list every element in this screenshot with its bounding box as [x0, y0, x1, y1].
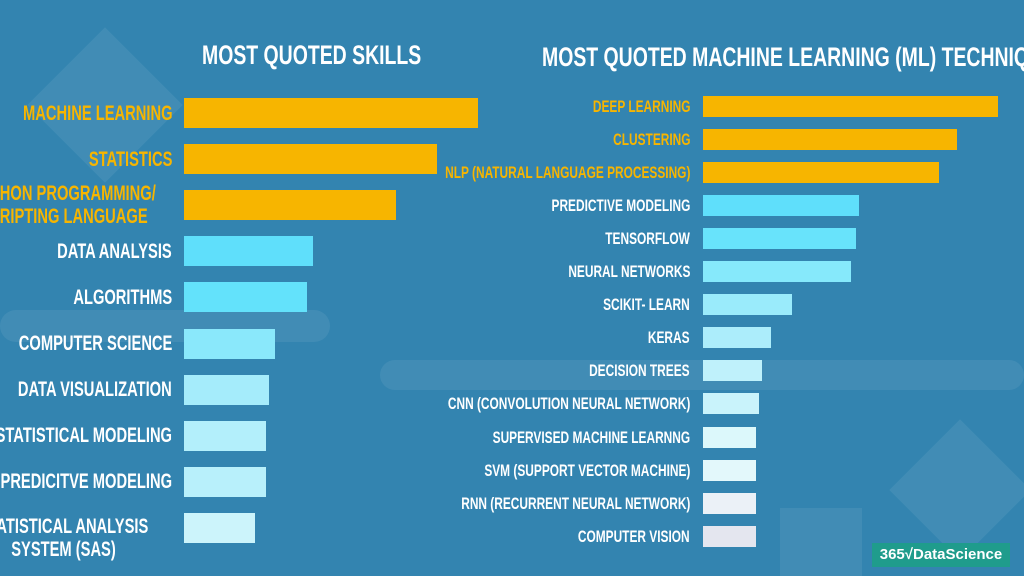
ml-techniques-bar — [703, 327, 771, 349]
skills-label: ALGORITHMS — [73, 285, 172, 309]
ml-techniques-label: KERAS — [648, 328, 690, 348]
skills-label: STATISTICAL MODELING — [0, 424, 172, 448]
skills-label: PREDICITVE MODELING — [0, 470, 172, 494]
ml-techniques-bar — [703, 128, 957, 150]
ml-techniques-bar — [703, 227, 857, 249]
skills-bar — [184, 236, 314, 267]
skills-label: MACHINE LEARNING — [22, 101, 172, 125]
ml-techniques-bar — [703, 95, 998, 117]
ml-techniques-label: RNN (RECURRENT NEURAL NETWORK) — [460, 493, 690, 513]
ml-techniques-bar — [703, 525, 757, 547]
skills-label: DATA ANALYSIS — [57, 239, 172, 263]
ml-techniques-label: PREDICTIVE MODELING — [551, 195, 690, 215]
skills-bar — [184, 98, 478, 128]
brand-logo: 365√DataScience — [872, 543, 1010, 567]
ml-techniques-bar — [703, 492, 757, 514]
ml-techniques-label: DEEP LEARNING — [592, 96, 690, 116]
decor-diamond — [889, 419, 1024, 561]
ml-techniques-bar — [703, 294, 792, 316]
skills-label: STATISTICAL ANALYSIS SYSTEM (SAS) — [0, 514, 149, 561]
ml-techniques-label: SCIKIT- LEARN — [603, 295, 690, 315]
ml-techniques-bar — [703, 393, 760, 415]
skills-bar — [184, 190, 396, 221]
ml-techniques-label: NLP (NATURAL LANGUAGE PROCESSING) — [444, 162, 690, 182]
ml-techniques-label: SUPERVISED MACHINE LEARNNG — [492, 427, 690, 447]
ml-techniques-label: COMPUTER VISION — [578, 526, 690, 546]
decor-square — [780, 508, 862, 576]
ml-techniques-label: SVM (SUPPORT VECTOR MACHINE) — [483, 460, 690, 480]
ml-techniques-label: NEURAL NETWORKS — [567, 262, 690, 281]
skills-label: PYTHON PROGRAMMING/ SCRIPTING LANGUAGE — [0, 182, 156, 229]
decor-band — [380, 360, 1024, 390]
skills-bar — [184, 512, 255, 543]
skills-label: DATA VISUALIZATION — [18, 378, 172, 402]
ml-techniques-bar — [703, 261, 851, 282]
skills-bar — [184, 374, 270, 405]
ml-techniques-label: CNN (CONVOLUTION NEURAL NETWORK) — [447, 394, 690, 414]
skills-label: COMPUTER SCIENCE — [18, 332, 172, 355]
ml-techniques-bar — [703, 194, 860, 216]
skills-bar — [184, 144, 437, 175]
ml-techniques-bar — [703, 161, 939, 183]
skills-bar — [184, 282, 308, 313]
ml-techniques-label: DECISION TREES — [589, 361, 690, 381]
skills-bar — [184, 420, 267, 451]
ml-techniques-bar — [703, 426, 757, 448]
ml-techniques-label: TENSORFLOW — [605, 228, 690, 248]
ml-techniques-label: CLUSTERING — [612, 129, 690, 149]
ml-techniques-bar — [703, 360, 762, 382]
right-chart-title: MOST QUOTED MACHINE LEARNING (ML) TECHNI… — [542, 42, 1024, 72]
skills-label: STATISTICS — [88, 147, 172, 171]
skills-bar — [184, 466, 267, 497]
left-chart-title: MOST QUOTED SKILLS — [202, 40, 422, 70]
skills-bar — [184, 328, 276, 359]
ml-techniques-bar — [703, 459, 757, 481]
